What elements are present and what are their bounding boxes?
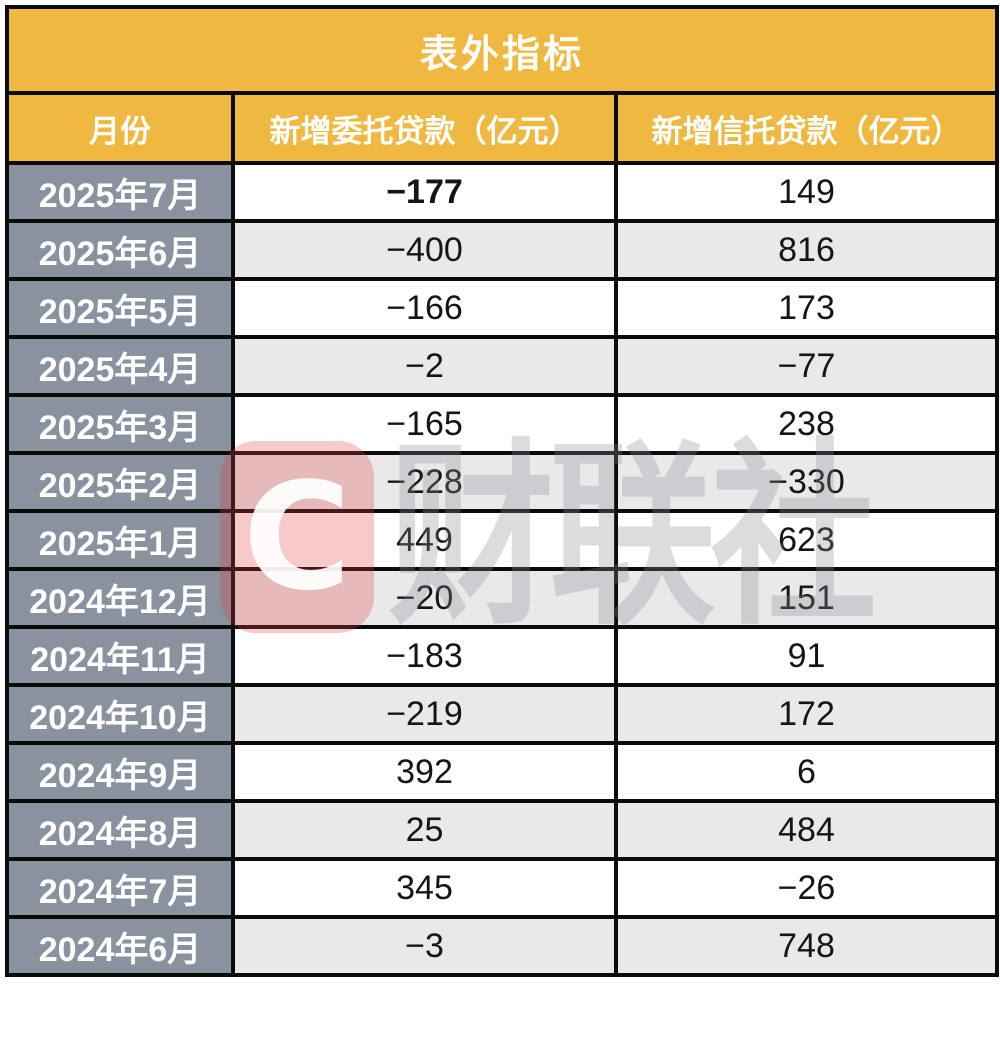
column-header-entrusted-loans: 新增委托贷款（亿元） [231,91,618,165]
table-row: 2024年8月 25 484 [5,799,1000,861]
entrusted-loans-cell: −177 [231,161,618,223]
entrusted-loans-cell: −219 [231,683,618,745]
off-balance-sheet-table: 表外指标 月份 新增委托贷款（亿元） 新增信托贷款（亿元） 2025年7月 −17… [4,5,1000,977]
trust-loans-cell: −26 [613,857,1000,919]
table-row: 2024年7月 345 −26 [5,857,1000,919]
month-cell: 2025年2月 [5,451,235,513]
table-row: 2025年6月 −400 816 [5,219,1000,281]
trust-loans-cell: −330 [613,451,1000,513]
entrusted-loans-cell: −165 [231,393,618,455]
trust-loans-cell: 238 [613,393,1000,455]
month-cell: 2025年7月 [5,161,235,223]
column-header-month: 月份 [5,91,235,165]
table-title: 表外指标 [4,5,1000,95]
entrusted-loans-cell: −20 [231,567,618,629]
month-cell: 2025年6月 [5,219,235,281]
entrusted-loans-cell: −3 [231,915,618,977]
table-row: 2024年9月 392 6 [5,741,1000,803]
month-cell: 2024年10月 [5,683,235,745]
month-cell: 2024年12月 [5,567,235,629]
entrusted-loans-cell: −2 [231,335,618,397]
month-cell: 2024年9月 [5,741,235,803]
trust-loans-cell: 91 [613,625,1000,687]
trust-loans-cell: 6 [613,741,1000,803]
entrusted-loans-cell: −183 [231,625,618,687]
entrusted-loans-cell: −400 [231,219,618,281]
trust-loans-cell: 484 [613,799,1000,861]
month-cell: 2025年3月 [5,393,235,455]
table-row: 2025年4月 −2 −77 [5,335,1000,397]
column-header-trust-loans: 新增信托贷款（亿元） [613,91,1000,165]
table-row: 2024年12月 −20 151 [5,567,1000,629]
table-row: 2024年6月 −3 748 [5,915,1000,977]
trust-loans-cell: 151 [613,567,1000,629]
month-cell: 2024年11月 [5,625,235,687]
table-row: 2025年5月 −166 173 [5,277,1000,339]
entrusted-loans-cell: 449 [231,509,618,571]
trust-loans-cell: 816 [613,219,1000,281]
table-row: 2025年7月 −177 149 [5,161,1000,223]
entrusted-loans-cell: −166 [231,277,618,339]
trust-loans-cell: 748 [613,915,1000,977]
title-row: 表外指标 [4,5,1000,95]
month-cell: 2024年7月 [5,857,235,919]
trust-loans-cell: 172 [613,683,1000,745]
table-row: 2025年1月 449 623 [5,509,1000,571]
entrusted-loans-cell: 345 [231,857,618,919]
trust-loans-cell: 623 [613,509,1000,571]
trust-loans-cell: 149 [613,161,1000,223]
month-cell: 2025年1月 [5,509,235,571]
entrusted-loans-cell: −228 [231,451,618,513]
entrusted-loans-cell: 25 [231,799,618,861]
table-row: 2025年3月 −165 238 [5,393,1000,455]
entrusted-loans-cell: 392 [231,741,618,803]
month-cell: 2025年4月 [5,335,235,397]
trust-loans-cell: 173 [613,277,1000,339]
trust-loans-cell: −77 [613,335,1000,397]
month-cell: 2024年6月 [5,915,235,977]
header-row: 月份 新增委托贷款（亿元） 新增信托贷款（亿元） [5,91,1000,165]
table-row: 2025年2月 −228 −330 [5,451,1000,513]
table-body: 2025年7月 −177 149 2025年6月 −400 816 2025年5月 −166 1… [5,161,1000,977]
month-cell: 2025年5月 [5,277,235,339]
month-cell: 2024年8月 [5,799,235,861]
table-row: 2024年10月 −219 172 [5,683,1000,745]
table-row: 2024年11月 −183 91 [5,625,1000,687]
